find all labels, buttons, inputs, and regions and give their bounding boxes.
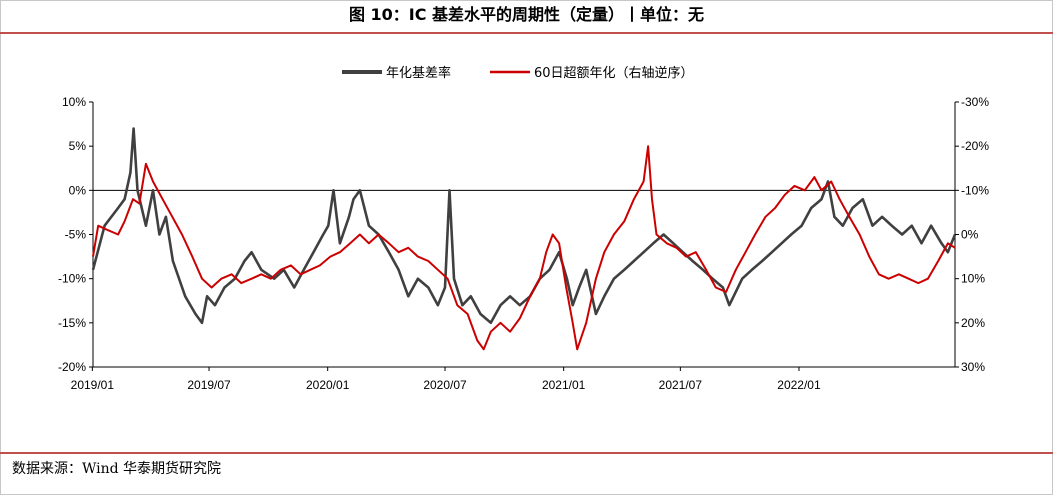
y-right-tick-label: 30%	[961, 360, 985, 374]
y-left-tick-label: -10%	[58, 272, 86, 286]
x-tick-label: 2021/01	[542, 378, 586, 392]
series-line-basis-rate	[91, 127, 957, 325]
y-right-tick-label: 20%	[961, 316, 985, 330]
source-note: 数据来源：Wind 华泰期货研究院	[12, 461, 222, 477]
y-left-tick-label: 0%	[69, 183, 87, 197]
y-right-tick-label: 0%	[961, 228, 979, 242]
y-left-tick-label: 10%	[62, 95, 86, 109]
y-left-tick-label: -15%	[58, 316, 86, 330]
title-divider	[0, 32, 1053, 34]
figure-title: 图 10：IC 基差水平的周期性（定量）丨单位：无	[348, 5, 705, 24]
x-tick-label: 2019/07	[187, 378, 231, 392]
chart-series	[91, 127, 957, 351]
y-right-tick-label: -10%	[961, 183, 989, 197]
chart-legend: 年化基差率 60日超额年化（右轴逆序）	[342, 65, 694, 81]
x-tick-label: 2021/07	[659, 378, 703, 392]
y-right-tick-label: 10%	[961, 272, 985, 286]
y-right-tick-label: -20%	[961, 139, 989, 153]
y-left-tick-label: 5%	[69, 139, 87, 153]
chart-axes: 10% 5% 0% -5% -10% -15% -20% -30% -20% -10% 0% 10% 2…	[58, 95, 989, 392]
y-left-tick-label: -5%	[65, 228, 87, 242]
source-divider	[0, 452, 1053, 454]
x-tick-label: 2022/01	[777, 378, 821, 392]
legend-item-excess-return-label: 60日超额年化（右轴逆序）	[534, 65, 694, 81]
legend-item-basis-rate-label: 年化基差率	[386, 65, 451, 81]
y-left-tick-label: -20%	[58, 360, 86, 374]
x-tick-label: 2019/01	[71, 378, 115, 392]
x-tick-label: 2020/01	[306, 378, 350, 392]
series-line-excess-return	[92, 145, 956, 351]
y-right-tick-label: -30%	[961, 95, 989, 109]
x-tick-label: 2020/07	[423, 378, 467, 392]
